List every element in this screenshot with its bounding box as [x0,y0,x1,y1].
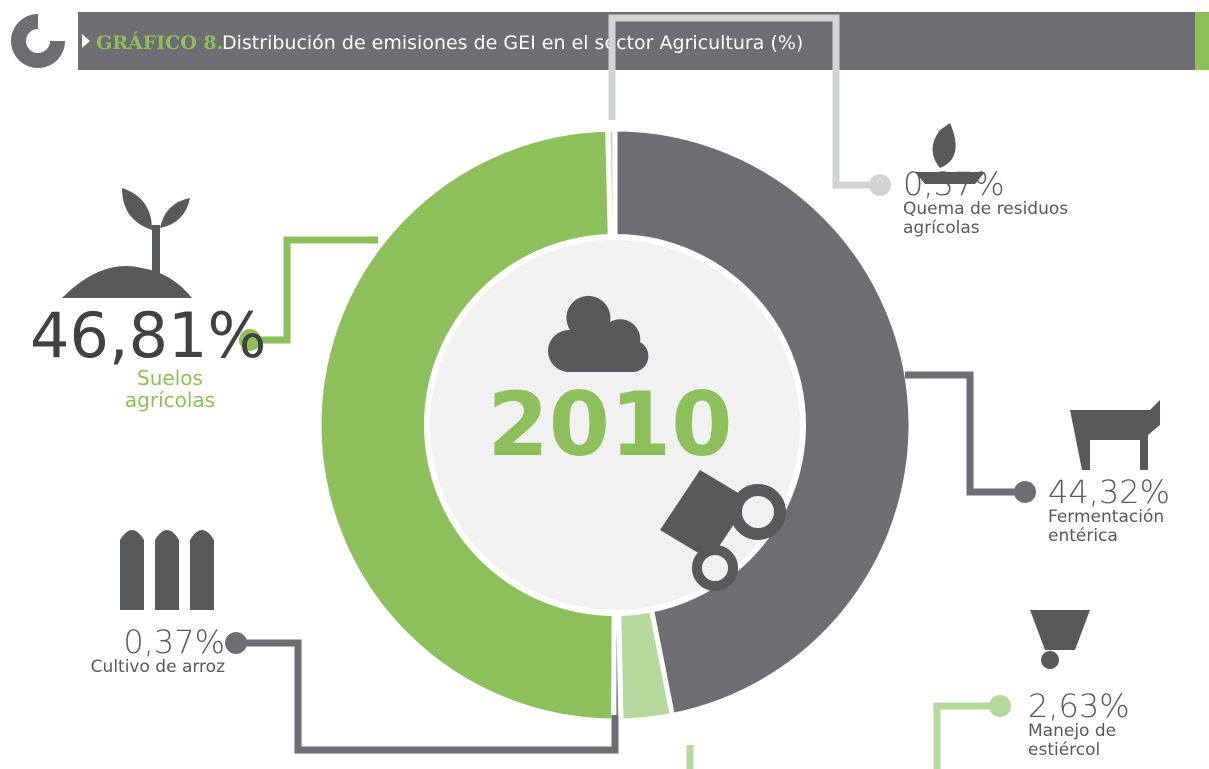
chart-title: Distribución de emisiones de GEI en el s… [222,32,803,54]
category-label: Quema de residuos agrícolas [903,199,1069,238]
category-label: Fermentación entérica [1048,507,1165,546]
leader-dots [225,174,1036,717]
cloud-icon [547,295,649,372]
leader-lines [240,14,1025,769]
label-arroz: 0,37% Cultivo de arroz [40,626,225,677]
category-label: Suelos agrícolas [124,366,216,412]
header-accent [1195,12,1209,70]
value-label: 2,63% [1028,687,1130,725]
label-manejo: 2,63% Manejo de estiércol [1028,690,1148,759]
label-quema: 0,37% Quema de residuos agrícolas [903,168,1093,237]
value-label: 44,32% [1048,473,1171,511]
title-prefix: GRÁFICO 8. [96,31,223,54]
label-suelos: 46,81% Suelos agrícolas [30,299,267,412]
label-fermentacion: 44,32% Fermentación entérica [1048,476,1188,545]
header-bar [78,12,1195,70]
value-label: 0,37% [903,165,1005,203]
center-label: 2010 [488,373,733,476]
category-label: Manejo de estiércol [1028,721,1117,760]
category-label: Cultivo de arroz [90,657,225,677]
value-label: 0,37% [123,623,225,661]
value-label: 46,81% [30,299,267,372]
icons [62,123,1160,669]
header-arrow [82,34,90,48]
header-icon [11,14,65,68]
